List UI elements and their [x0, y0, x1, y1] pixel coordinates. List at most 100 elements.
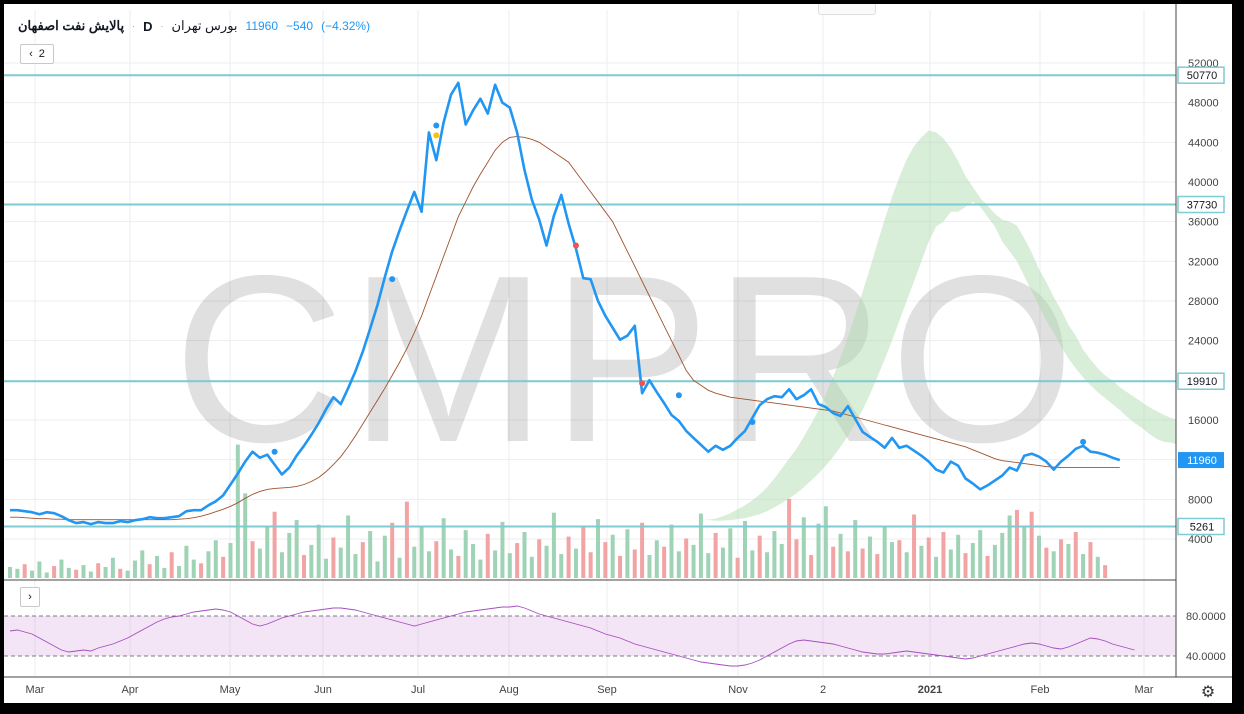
- volume-bar: [243, 493, 248, 578]
- volume-bar: [963, 553, 968, 578]
- signal-marker: [1080, 438, 1087, 445]
- expand-rsi-button[interactable]: ›: [20, 587, 40, 607]
- signal-marker: [271, 448, 278, 455]
- last-price: 11960: [245, 19, 279, 33]
- price-change-pct: (−4.32%): [321, 19, 371, 33]
- volume-bar: [140, 550, 145, 578]
- level-tag: [1177, 372, 1225, 390]
- volume-bar: [235, 444, 240, 578]
- signal-marker: [639, 380, 646, 387]
- volume-bar: [8, 566, 12, 578]
- volume-bar: [919, 545, 924, 578]
- volume-bar: [456, 555, 461, 578]
- volume-bar: [720, 547, 725, 578]
- level-tag: [1177, 66, 1225, 84]
- volume-bar: [816, 523, 821, 578]
- volume-bar: [757, 535, 762, 578]
- volume-bar: [338, 547, 343, 578]
- level-tag: [1177, 195, 1225, 214]
- interval-label[interactable]: D: [143, 18, 153, 34]
- volume-bar: [485, 533, 490, 578]
- volume-bar: [419, 525, 424, 578]
- volume-bar: [309, 544, 314, 578]
- price-line: [10, 81, 1121, 526]
- volume-bar: [1081, 554, 1086, 578]
- volume-bar: [1103, 565, 1108, 578]
- volume-bar: [551, 512, 556, 578]
- volume-bar: [132, 560, 137, 578]
- rsi-tick-label: 40.0000: [1186, 651, 1226, 663]
- volume-bar: [654, 540, 659, 578]
- volume-bar: [353, 554, 358, 578]
- volume-bar: [426, 551, 431, 578]
- volume-bar: [88, 571, 93, 578]
- volume-bar: [1022, 527, 1027, 578]
- volume-bar: [743, 520, 747, 578]
- volume-bar: [573, 548, 578, 578]
- last-price-tag: [1178, 452, 1224, 469]
- volume-bar: [867, 536, 872, 578]
- volume-bar: [118, 568, 123, 578]
- volume-bars: [8, 444, 1108, 578]
- volume-bar: [346, 515, 351, 578]
- volume-bar: [684, 538, 689, 578]
- chevron-left-icon: ‹: [29, 48, 33, 60]
- symbol-name[interactable]: پالایش نفت اصفهان: [18, 18, 125, 33]
- price-chart[interactable]: CMPRO 4000800012000160002000024000280003…: [4, 4, 1232, 703]
- volume-bar: [581, 526, 586, 578]
- volume-bar: [81, 565, 86, 578]
- signal-marker: [433, 122, 440, 129]
- volume-bar: [728, 528, 733, 578]
- volume-bar: [838, 533, 843, 578]
- signal-markers: [271, 122, 1087, 455]
- volume-bar: [610, 534, 615, 578]
- volume-bar: [206, 551, 211, 578]
- time-tick-label: Mar: [26, 684, 45, 696]
- time-tick-label: May: [220, 684, 241, 696]
- volume-bar: [618, 555, 623, 578]
- volume-bar: [853, 520, 858, 578]
- exchange-name: بورس تهران: [171, 18, 238, 33]
- chart-legend: پالایش نفت اصفهان · D · بورس تهران 11960…: [18, 18, 370, 34]
- cloud-segment: [664, 130, 1232, 521]
- volume-bar: [250, 541, 255, 578]
- volume-bar: [213, 540, 218, 578]
- volume-bar: [897, 540, 902, 578]
- gear-icon[interactable]: ⚙: [1200, 684, 1216, 701]
- volume-bar: [316, 524, 321, 578]
- time-tick-label: Jun: [314, 684, 332, 696]
- volume-bar: [647, 555, 652, 578]
- collapse-indicators-button[interactable]: ‹ 2: [20, 44, 54, 64]
- volume-bar: [103, 566, 108, 578]
- volume-bar: [15, 568, 20, 578]
- volume-bar: [390, 522, 395, 578]
- volume-bar: [750, 550, 755, 578]
- price-tick-label: 36000: [1188, 217, 1219, 229]
- volume-bar: [500, 521, 505, 578]
- volume-bar: [735, 557, 740, 578]
- level-tag-label: 50770: [1187, 70, 1218, 82]
- volume-bar: [449, 549, 453, 578]
- volume-bar: [845, 551, 850, 578]
- volume-bar: [507, 553, 512, 578]
- chevron-right-icon: ›: [28, 591, 32, 603]
- pane-resize-handle[interactable]: [818, 4, 876, 15]
- signal-marker: [433, 132, 440, 139]
- volume-bar: [155, 555, 159, 578]
- volume-bar: [478, 559, 483, 578]
- volume-bar: [676, 551, 681, 578]
- volume-bar: [588, 552, 593, 578]
- volume-bar: [706, 553, 711, 578]
- volume-bar: [1000, 532, 1005, 578]
- price-tick-label: 24000: [1188, 336, 1219, 348]
- time-tick-label: Mar: [1135, 684, 1154, 696]
- volume-bar: [412, 546, 417, 578]
- volume-bar: [596, 519, 600, 578]
- time-tick-label: Aug: [499, 684, 519, 696]
- volume-bar: [1051, 551, 1056, 578]
- volume-bar: [1095, 556, 1100, 578]
- ma-line: [10, 135, 1120, 521]
- volume-bar: [1044, 547, 1049, 578]
- volume-bar: [441, 518, 446, 578]
- signal-marker: [749, 418, 756, 425]
